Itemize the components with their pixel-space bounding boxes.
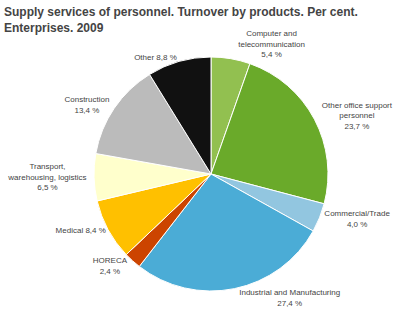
svg-text:Computer andtelecommunication5: Computer andtelecommunication5,4 %: [238, 29, 305, 59]
svg-text:Medical 8,4 %: Medical 8,4 %: [56, 226, 106, 235]
svg-text:HORECA2,4 %: HORECA2,4 %: [93, 256, 128, 275]
svg-text:Transport,warehousing, logisti: Transport,warehousing, logistics6,5 %: [7, 162, 86, 192]
svg-text:Construction13,4 %: Construction13,4 %: [64, 95, 109, 114]
svg-text:Supply services of personnel.: Supply services of personnel. Turnover b…: [4, 5, 358, 35]
svg-text:Industrial and Manufacturing27: Industrial and Manufacturing27,4 %: [239, 288, 340, 307]
svg-text:Other office supportpersonnel2: Other office supportpersonnel23,7 %: [322, 101, 393, 131]
svg-text:Commercial/Trade4,0 %: Commercial/Trade4,0 %: [324, 209, 390, 228]
svg-text:Other 8,8 %: Other 8,8 %: [134, 53, 177, 62]
